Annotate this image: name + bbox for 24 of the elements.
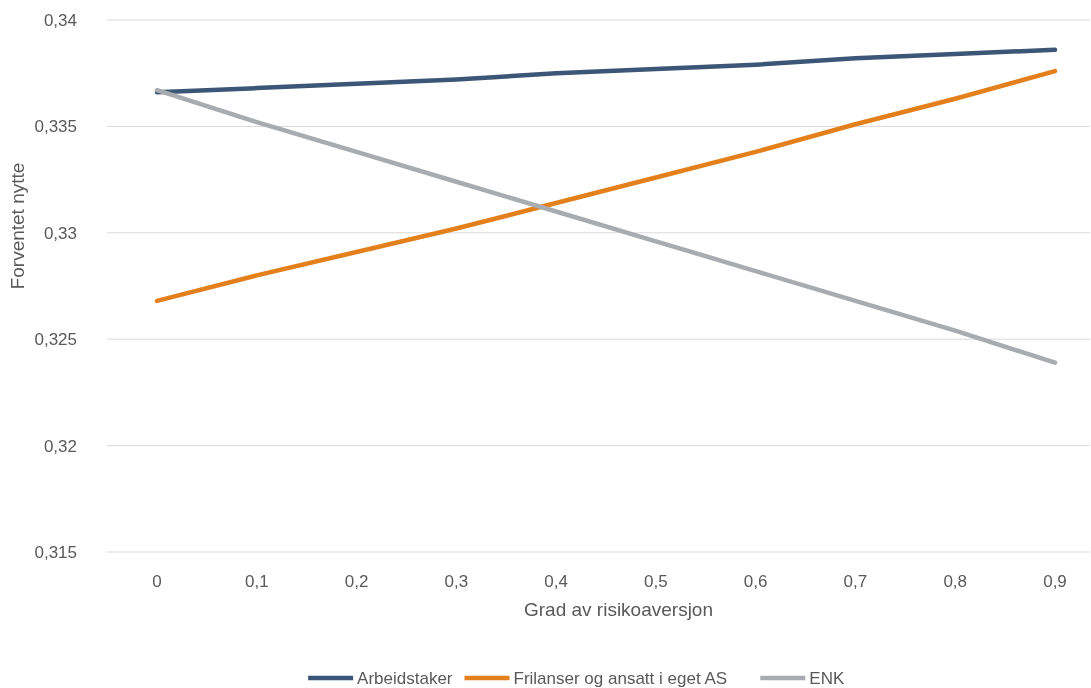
x-tick-label: 0: [152, 571, 162, 591]
legend-label: Arbeidstaker: [357, 668, 453, 688]
y-axis-title: Forventet nytte: [7, 162, 28, 290]
line-series: [154, 47, 1058, 95]
x-tick-label: 0,9: [1043, 571, 1067, 591]
y-tick-label: 0,33: [43, 223, 77, 243]
x-tick-label: 0,4: [544, 571, 568, 591]
y-tick-label: 0,315: [34, 542, 77, 562]
x-axis-title: Grad av risikoaversjon: [523, 599, 714, 620]
x-tick-label: 0,1: [244, 571, 269, 591]
line-series: [154, 68, 1058, 304]
x-tick-label: 0,7: [843, 571, 868, 591]
x-tick-label: 0,5: [644, 571, 668, 591]
y-tick-label: 0,32: [43, 436, 77, 456]
x-tick-label: 0,3: [444, 571, 469, 591]
line-series: [154, 87, 1058, 365]
y-tick-label: 0,34: [43, 10, 77, 30]
legend-label: Frilanser og ansatt i eget AS: [513, 668, 728, 688]
legend-label: ENK: [809, 668, 845, 688]
y-tick-label: 0,325: [34, 330, 77, 350]
x-tick-label: 0,2: [344, 571, 369, 591]
x-tick-label: 0,8: [943, 571, 968, 591]
y-tick-label: 0,335: [34, 117, 77, 137]
x-tick-label: 0,6: [743, 571, 768, 591]
